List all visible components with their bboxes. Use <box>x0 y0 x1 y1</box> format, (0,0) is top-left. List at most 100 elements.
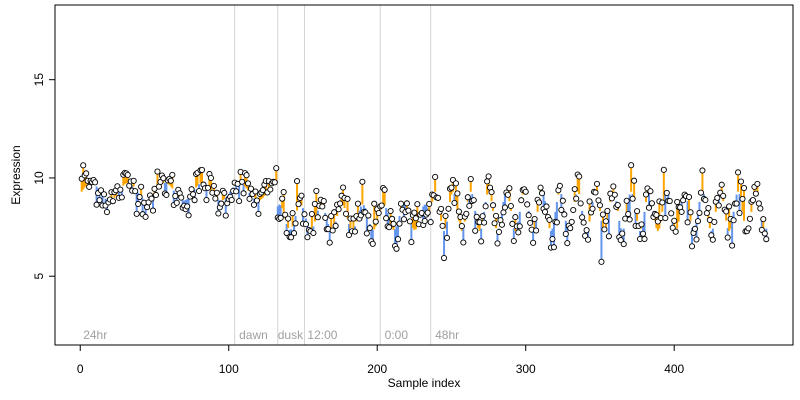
event-annotation: 0:00 <box>385 328 409 342</box>
data-point <box>720 192 727 199</box>
data-point <box>745 225 752 232</box>
data-point <box>414 201 421 208</box>
data-point <box>697 189 704 196</box>
data-point <box>533 227 540 234</box>
data-point <box>482 203 489 210</box>
data-point <box>595 197 602 204</box>
data-point <box>221 189 228 196</box>
data-point <box>363 230 370 237</box>
data-point <box>92 179 99 186</box>
data-point <box>668 210 675 217</box>
data-point <box>500 209 507 216</box>
data-point <box>80 162 87 169</box>
data-point <box>691 225 699 232</box>
data-point <box>693 236 700 243</box>
data-point <box>233 188 240 195</box>
data-point <box>645 204 653 211</box>
data-point <box>754 180 761 187</box>
data-point <box>666 197 673 205</box>
data-point <box>522 188 529 195</box>
data-point <box>455 208 462 215</box>
data-point <box>562 230 569 237</box>
data-point <box>207 174 214 182</box>
data-point <box>421 218 428 225</box>
data-point <box>488 189 495 196</box>
data-point <box>686 193 693 201</box>
data-point <box>292 220 299 227</box>
data-point <box>213 189 220 196</box>
event-annotation: 48hr <box>435 328 459 342</box>
data-point <box>702 197 709 204</box>
data-point <box>760 216 767 223</box>
data-point <box>585 236 592 243</box>
data-point <box>752 190 759 197</box>
data-point <box>509 220 516 227</box>
data-point <box>481 219 488 226</box>
data-point <box>342 210 350 217</box>
data-point <box>406 218 413 225</box>
data-point <box>479 213 486 220</box>
data-point <box>537 184 544 191</box>
data-point <box>302 221 309 228</box>
data-point <box>452 180 459 187</box>
data-point <box>688 243 696 250</box>
data-point <box>96 197 103 204</box>
data-point <box>460 239 467 246</box>
data-point <box>277 214 284 221</box>
data-point <box>195 187 203 195</box>
data-point <box>138 183 145 190</box>
data-point <box>212 195 219 202</box>
data-point <box>100 191 108 198</box>
data-point <box>351 228 359 235</box>
data-point <box>250 201 258 208</box>
data-point <box>524 201 531 208</box>
data-point <box>319 203 326 210</box>
data-point <box>648 200 655 207</box>
data-point <box>466 202 473 209</box>
data-point <box>340 184 347 191</box>
data-point <box>687 209 694 216</box>
data-point <box>494 240 501 247</box>
data-point <box>473 213 480 220</box>
data-point <box>103 209 111 216</box>
y-axis: 5 10 15 <box>32 73 56 280</box>
data-point <box>282 211 289 218</box>
data-point <box>629 195 636 202</box>
data-point <box>498 221 506 228</box>
data-point <box>571 186 578 193</box>
data-point <box>173 199 180 206</box>
data-point <box>684 219 691 226</box>
data-point <box>381 186 388 193</box>
data-point <box>389 215 396 222</box>
data-point <box>426 200 433 207</box>
data-point <box>403 200 410 207</box>
x-axis: 0 100 200 300 400 <box>77 344 685 376</box>
data-point <box>660 166 667 173</box>
data-point <box>680 197 687 204</box>
data-point <box>443 234 451 241</box>
data-point <box>167 177 174 184</box>
data-point <box>507 202 514 210</box>
data-point <box>267 186 274 193</box>
data-point <box>210 182 217 189</box>
data-point <box>442 212 449 220</box>
data-point <box>602 218 609 225</box>
data-point <box>163 191 170 199</box>
y-axis-label: Expression <box>9 145 23 204</box>
data-point <box>619 230 626 237</box>
data-point <box>570 206 577 214</box>
data-point <box>577 200 584 207</box>
data-point <box>136 193 143 201</box>
data-point <box>491 220 498 227</box>
data-point <box>190 191 197 198</box>
data-point <box>255 210 262 217</box>
data-point <box>393 245 400 252</box>
x-tick-label: 200 <box>367 362 387 376</box>
data-point <box>337 200 344 207</box>
data-point <box>583 227 590 234</box>
data-point <box>735 169 742 176</box>
data-point <box>271 179 278 186</box>
data-point <box>118 194 125 201</box>
data-point <box>386 224 393 231</box>
